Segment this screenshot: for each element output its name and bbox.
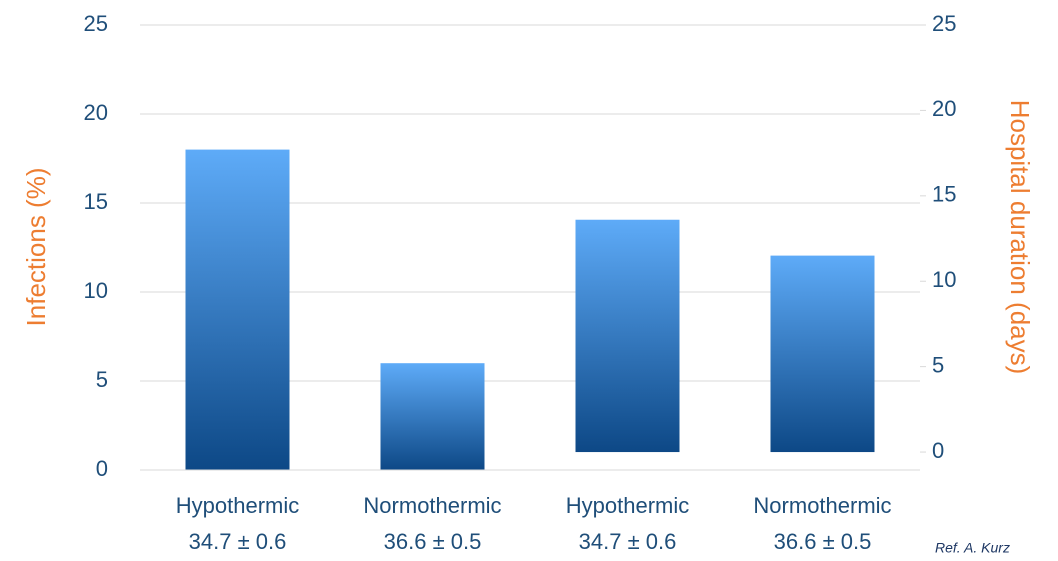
y2-tick-label: 5 <box>932 352 944 377</box>
x-tick-label: Hypothermic <box>566 493 689 518</box>
x-tick-label: 34.7 ± 0.6 <box>579 529 677 554</box>
y2-tick-label: 10 <box>932 267 956 292</box>
x-tick-label: Hypothermic <box>176 493 299 518</box>
y-tick-label: 10 <box>84 278 108 303</box>
y2-tick-label: 0 <box>932 438 944 463</box>
y2-tick-label: 15 <box>932 182 956 207</box>
bar <box>770 255 875 453</box>
y2-tick-label: 20 <box>932 96 956 121</box>
bar <box>575 219 680 453</box>
y-tick-label: 20 <box>84 100 108 125</box>
y-axis-title: Infections (%) <box>21 168 51 327</box>
y-tick-label: 25 <box>84 11 108 36</box>
y2-axis-title: Hospital duration (days) <box>1005 100 1035 375</box>
y-tick-label: 0 <box>96 456 108 481</box>
bar <box>380 363 485 470</box>
bar <box>185 149 290 470</box>
annotation: Ref. A. Kurz <box>935 540 1010 556</box>
x-tick-label: 36.6 ± 0.5 <box>384 529 482 554</box>
y-tick-label: 15 <box>84 189 108 214</box>
y2-tick-label: 25 <box>932 11 956 36</box>
x-tick-label: 36.6 ± 0.5 <box>774 529 872 554</box>
x-tick-label: Normothermic <box>363 493 501 518</box>
x-tick-label: 34.7 ± 0.6 <box>189 529 287 554</box>
x-tick-label: Normothermic <box>753 493 891 518</box>
y-tick-label: 5 <box>96 367 108 392</box>
